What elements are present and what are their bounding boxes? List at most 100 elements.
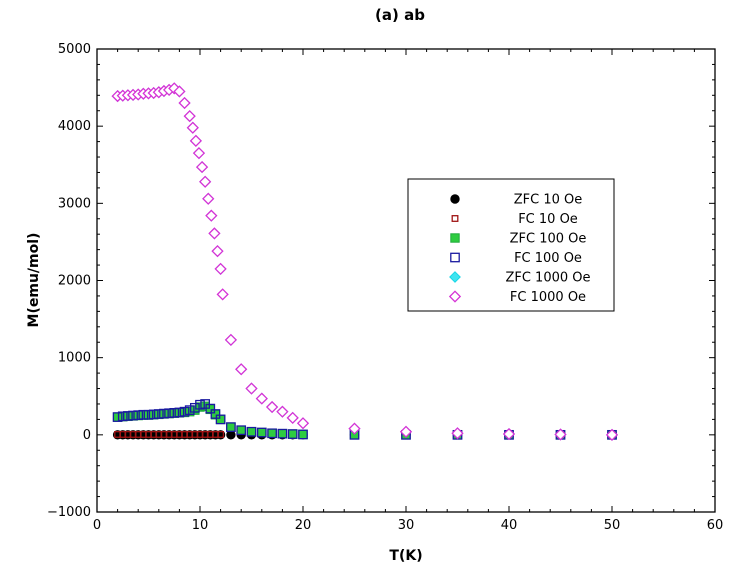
legend-label: ZFC 100 Oe bbox=[510, 232, 587, 247]
data-point bbox=[138, 409, 149, 420]
data-point bbox=[267, 428, 277, 438]
data-point bbox=[226, 422, 236, 432]
data-point bbox=[133, 410, 144, 421]
data-point bbox=[256, 427, 267, 438]
data-point bbox=[211, 245, 224, 258]
x-tick-label: 50 bbox=[604, 518, 621, 533]
data-point bbox=[164, 408, 174, 419]
data-point bbox=[210, 409, 221, 419]
data-point bbox=[123, 411, 133, 421]
data-point bbox=[169, 407, 180, 418]
legend-marker bbox=[449, 271, 461, 283]
legend-label: FC 10 Oe bbox=[518, 212, 578, 227]
data-point bbox=[348, 422, 361, 435]
data-point bbox=[217, 430, 225, 438]
data-point bbox=[186, 121, 199, 134]
data-point bbox=[199, 175, 212, 188]
x-tick-label: 0 bbox=[93, 518, 101, 533]
legend: ZFC 10 Oe FC 10 Oe ZFC 100 Oe FC 100 Oe ZFC … bbox=[407, 178, 615, 312]
data-point bbox=[236, 425, 246, 435]
data-point bbox=[277, 428, 288, 439]
data-point bbox=[195, 160, 209, 174]
data-point bbox=[168, 82, 181, 95]
data-point bbox=[287, 429, 298, 439]
x-tick-label: 60 bbox=[707, 518, 724, 533]
y-tick-label: −1000 bbox=[47, 505, 91, 520]
data-point bbox=[192, 147, 206, 160]
data-point bbox=[288, 429, 298, 439]
data-point bbox=[276, 405, 289, 418]
data-point bbox=[298, 429, 308, 440]
data-point bbox=[224, 333, 238, 347]
data-point bbox=[189, 402, 200, 413]
data-point bbox=[112, 412, 123, 422]
data-point bbox=[246, 426, 257, 437]
data-point bbox=[215, 414, 226, 425]
x-axis-label: T(K) bbox=[389, 548, 422, 564]
x-tick-label: 10 bbox=[192, 518, 209, 533]
data-point bbox=[399, 425, 413, 438]
legend-marker bbox=[450, 194, 460, 204]
y-axis-label: M(emu/mol) bbox=[26, 233, 42, 328]
data-point bbox=[117, 411, 128, 422]
data-point bbox=[235, 363, 248, 376]
data-point bbox=[153, 409, 164, 419]
y-tick-label: 2000 bbox=[58, 274, 91, 289]
data-point bbox=[143, 409, 154, 420]
data-point bbox=[178, 96, 191, 110]
data-point bbox=[257, 427, 267, 438]
y-tick-label: 3000 bbox=[58, 196, 91, 211]
x-tick-label: 40 bbox=[501, 518, 518, 533]
legend-box bbox=[407, 178, 615, 312]
data-point bbox=[208, 227, 221, 240]
data-point bbox=[205, 209, 218, 222]
legend-label: ZFC 10 Oe bbox=[514, 193, 583, 208]
series-fc-100-oe bbox=[112, 399, 617, 440]
data-point bbox=[215, 414, 226, 425]
data-point bbox=[451, 427, 464, 440]
data-point bbox=[236, 425, 247, 436]
data-point bbox=[267, 428, 277, 439]
data-point bbox=[277, 428, 288, 439]
y-tick-label: 5000 bbox=[58, 42, 91, 57]
legend-marker bbox=[450, 233, 460, 243]
data-point bbox=[605, 428, 619, 441]
data-point bbox=[183, 110, 196, 123]
legend-marker bbox=[451, 215, 459, 222]
data-point bbox=[246, 427, 257, 437]
data-point bbox=[148, 409, 159, 420]
data-point bbox=[214, 262, 227, 276]
series-fc-1000-oe bbox=[111, 82, 619, 441]
data-point bbox=[245, 382, 258, 395]
data-point bbox=[296, 417, 310, 430]
y-tick-label: 0 bbox=[83, 428, 91, 443]
series-fc-10-oe bbox=[114, 430, 225, 438]
data-point bbox=[554, 428, 567, 441]
data-point bbox=[189, 134, 202, 147]
data-point bbox=[159, 408, 169, 419]
data-point bbox=[205, 403, 216, 414]
y-tick-label: 4000 bbox=[58, 119, 91, 134]
chart-title: (a) ab bbox=[375, 6, 425, 24]
x-tick-label: 20 bbox=[295, 518, 312, 533]
data-point bbox=[202, 192, 215, 205]
legend-label: FC 1000 Oe bbox=[510, 290, 586, 305]
data-point bbox=[195, 399, 205, 410]
data-point bbox=[173, 85, 186, 98]
legend-marker bbox=[450, 252, 460, 263]
legend-marker bbox=[448, 290, 462, 303]
data-marks bbox=[111, 82, 619, 441]
data-point bbox=[226, 422, 236, 432]
data-point bbox=[179, 406, 190, 417]
x-tick-label: 30 bbox=[398, 518, 415, 533]
data-point bbox=[265, 400, 279, 414]
data-point bbox=[128, 410, 138, 421]
legend-label: ZFC 1000 Oe bbox=[505, 271, 590, 286]
legend-label: FC 100 Oe bbox=[514, 251, 582, 266]
data-point bbox=[502, 427, 516, 441]
data-point bbox=[298, 429, 308, 440]
data-point bbox=[184, 405, 195, 415]
data-point bbox=[286, 411, 299, 424]
